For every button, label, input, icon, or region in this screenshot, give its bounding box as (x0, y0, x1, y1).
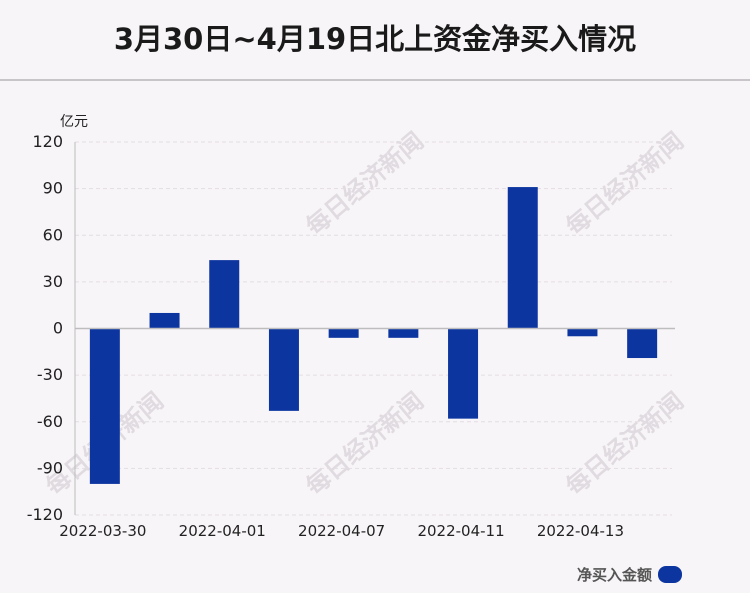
legend-label: 净买入金额 (577, 565, 653, 584)
bars (89, 187, 658, 484)
y-tick-label: 120 (32, 132, 63, 151)
watermark-text: 每日经济新闻 (300, 386, 429, 501)
x-tick-label: 2022-04-13 (537, 522, 624, 540)
bar (567, 328, 598, 337)
bar (149, 312, 180, 329)
x-tick-label: 2022-03-30 (59, 522, 146, 540)
y-tick-label: -60 (37, 412, 63, 431)
legend: 净买入金额 (577, 563, 683, 585)
bar (388, 328, 419, 338)
x-tick-label: 2022-04-11 (417, 522, 504, 540)
y-tick-label: -120 (27, 505, 63, 524)
y-tick-label: 90 (43, 179, 63, 198)
y-tick-label: -90 (37, 458, 63, 477)
watermark-text: 每日经济新闻 (300, 126, 429, 241)
y-tick-label: 30 (43, 272, 63, 291)
bar (268, 328, 299, 411)
x-tick-label: 2022-04-01 (179, 522, 266, 540)
chart-title: 3月30日~4月19日北上资金净买入情况 (0, 0, 750, 81)
bar (507, 187, 538, 329)
y-tick-label: -30 (37, 365, 63, 384)
watermark-text: 每日经济新闻 (560, 386, 689, 501)
bar (328, 328, 359, 338)
bar (448, 328, 479, 419)
x-axis: 2022-03-30 2022-04-01 2022-04-07 2022-04-11… (59, 327, 675, 540)
watermarks: 每日经济新闻每日经济新闻每日经济新闻每日经济新闻每日经济新闻 (40, 126, 689, 501)
watermark-text: 每日经济新闻 (560, 126, 689, 241)
bar (627, 328, 658, 359)
x-tick-label: 2022-04-07 (298, 522, 385, 540)
y-tick-label: 60 (43, 225, 63, 244)
bar (209, 260, 240, 329)
y-axis-label: 亿元 (60, 114, 88, 130)
bar (89, 328, 120, 484)
y-tick-label: 0 (53, 319, 63, 338)
y-axis: 120 90 60 30 0 -30 -60 -90 -120 (27, 132, 76, 524)
legend-swatch (658, 565, 683, 583)
grid-lines (75, 141, 672, 516)
